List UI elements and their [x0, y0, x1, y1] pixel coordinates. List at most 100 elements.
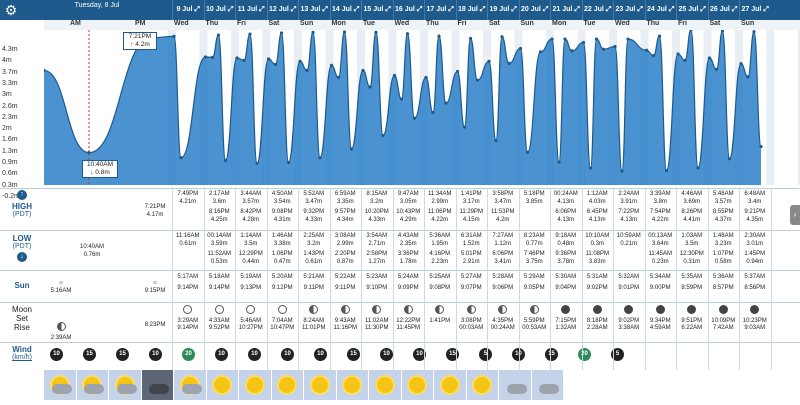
tide-point [87, 151, 91, 155]
high-tide-cell-line: 4.31m [273, 216, 291, 223]
day-header[interactable]: 26 Jul ⤢ [707, 0, 740, 20]
day-header[interactable]: 25 Jul ⤢ [676, 0, 708, 20]
wind-speed-icon: 5 [611, 348, 624, 361]
tide-point [651, 54, 656, 58]
expand-icon[interactable]: ⤢ [448, 6, 454, 13]
day-header[interactable]: 10 Jul ⤢ [203, 0, 236, 20]
tide-point [349, 147, 354, 151]
moon-cell: 11:02AM 11:30PM [361, 305, 393, 333]
weather-tile [109, 370, 142, 400]
expand-icon[interactable]: ⤢ [194, 6, 201, 13]
high-tide-cell-line: 3.6m [212, 198, 226, 205]
expand-icon[interactable]: ⤢ [290, 6, 297, 13]
expand-icon[interactable]: ⤢ [700, 6, 706, 13]
high-tide-cell-line: 3.85m [525, 198, 543, 205]
expand-icon[interactable]: ⤢ [763, 6, 769, 13]
day-header[interactable]: 16 Jul ⤢ [392, 0, 425, 20]
moonrise-time: 11:01PM [301, 325, 326, 331]
day-header[interactable]: 23 Jul ⤢ [613, 0, 645, 20]
day-header[interactable]: 18 Jul ⤢ [455, 0, 488, 20]
weekday-label: Fri [237, 20, 246, 27]
first-high-height: 4.17m [146, 211, 164, 218]
moonset-time: 11:02AM [364, 317, 389, 324]
tide-point [279, 31, 284, 35]
tide-point [368, 85, 372, 89]
day-header-label: 22 Jul [584, 6, 604, 13]
day-header[interactable]: 12 Jul ⤢ [266, 0, 299, 20]
tide-point [462, 125, 467, 129]
expand-icon[interactable]: ⤢ [227, 6, 234, 13]
sun-cell: 5:19AM 9:13PM [235, 274, 267, 295]
expand-icon[interactable]: ⤢ [511, 6, 517, 13]
weather-tile [401, 370, 434, 400]
moonrise-time: 00:24AM [490, 325, 515, 331]
wind-row [0, 342, 800, 370]
day-header[interactable]: 24 Jul ⤢ [644, 0, 677, 20]
day-header[interactable]: 11 Jul ⤢ [235, 0, 267, 20]
sun-icon [409, 377, 426, 393]
day-header[interactable]: 19 Jul ⤢ [487, 0, 519, 20]
day-header[interactable]: 20 Jul ⤢ [518, 0, 551, 20]
column-divider [550, 188, 551, 370]
high-tide-cell-line: 10:20PM [364, 209, 389, 215]
low-tide-cell-line: 2:25AM [303, 233, 325, 239]
low-tide-cell-line: 3.78m [557, 258, 575, 265]
expand-icon[interactable]: ⤢ [574, 6, 580, 13]
expand-icon[interactable]: ⤢ [731, 6, 738, 13]
expand-icon[interactable]: ⤢ [385, 6, 391, 13]
weather-tile [141, 370, 174, 400]
day-header[interactable]: 27 Jul ⤢ [739, 0, 771, 20]
sunrise-time: 5:24AM [397, 274, 419, 280]
popup-high-value: ↑ 4.2m [130, 41, 150, 48]
expand-icon[interactable]: ⤢ [542, 6, 549, 13]
tide-point [588, 166, 593, 170]
expand-icon[interactable]: ⤢ [259, 6, 265, 13]
scroll-right-button[interactable]: › [790, 205, 800, 225]
high-tide-cell-line: 4.22m [651, 216, 669, 223]
weather-tile [499, 370, 532, 400]
expand-icon[interactable]: ⤢ [479, 6, 486, 13]
column-divider [487, 188, 488, 370]
moonrise-time: 00:03AM [459, 325, 484, 331]
low-tide-cell-line: 1:06PM [271, 251, 293, 257]
day-header-label: 27 Jul [741, 6, 762, 13]
high-tide-cell: 6:48AM 3.4m 9:21PM 4.35m [739, 191, 771, 227]
day-header-label: 20 Jul [521, 6, 541, 13]
weather-tile [239, 370, 272, 400]
expand-icon[interactable]: ⤢ [353, 6, 360, 13]
sun-cell: 5:24AM 9:09PM [393, 274, 425, 295]
day-header[interactable]: 15 Jul ⤢ [361, 0, 393, 20]
expand-icon[interactable]: ⤢ [605, 6, 612, 13]
expand-icon[interactable]: ⤢ [637, 6, 643, 13]
day-header[interactable]: 14 Jul ⤢ [329, 0, 362, 20]
wind-unit[interactable]: (km/h) [12, 354, 32, 361]
y-tick-label: 4.3m [2, 46, 18, 53]
low-tide-cell-line: 1.27m [368, 258, 386, 265]
day-header[interactable]: 13 Jul ⤢ [298, 0, 330, 20]
expand-icon[interactable]: ⤢ [416, 6, 423, 13]
y-tick-label: 3m [2, 91, 12, 99]
high-tide-cell-line: 3:58PM [492, 191, 514, 197]
moon-cell: 8:18PM 2:28AM [582, 305, 614, 333]
day-header[interactable]: 17 Jul ⤢ [424, 0, 456, 20]
moon-phase-icon [676, 305, 708, 318]
sun-icon [311, 377, 328, 393]
moonrise-time: 4:59AM [649, 325, 671, 331]
expand-icon[interactable]: ⤢ [668, 6, 675, 13]
tide-chart[interactable] [44, 30, 800, 185]
weather-tile [369, 370, 402, 400]
expand-icon[interactable]: ⤢ [322, 6, 328, 13]
first-low-height: 0.76m [83, 251, 101, 258]
day-header-label: 23 Jul [615, 6, 636, 13]
sun-cell: 5:31AM 9:02PM [582, 274, 614, 295]
day-header[interactable]: 21 Jul ⤢ [550, 0, 582, 20]
day-header[interactable]: 9 Jul ⤢ [172, 0, 204, 20]
first-sunrise: ☼ 5:16AM [46, 280, 76, 295]
high-tide-cell-line: 4:46AM [681, 191, 703, 197]
gear-icon[interactable]: ⚙ [4, 2, 18, 18]
sunset-time: 9:11PM [335, 284, 356, 291]
low-tide-cell-line: 0.87m [336, 258, 354, 265]
day-header-label: 16 Jul [395, 6, 415, 13]
sunset-time: 9:02PM [586, 284, 608, 291]
day-header[interactable]: 22 Jul ⤢ [581, 0, 614, 20]
